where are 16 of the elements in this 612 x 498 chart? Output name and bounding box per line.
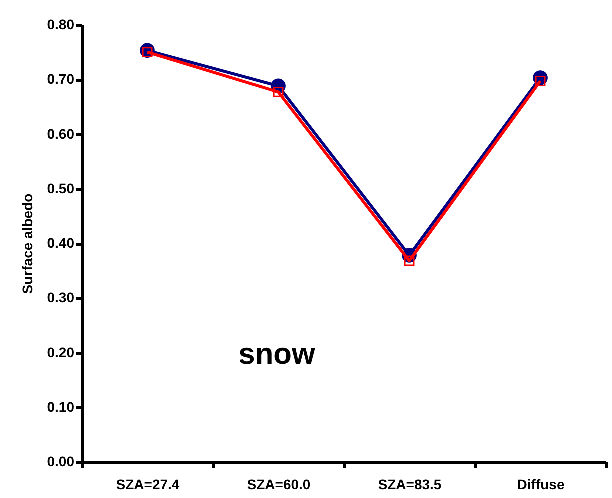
x-tick-label: SZA=60.0	[247, 476, 311, 492]
y-tick-label: 0.30	[47, 290, 75, 306]
y-tick-label: 0.20	[47, 344, 75, 360]
y-axis-title: Surface albedo	[19, 194, 36, 294]
y-tick-label: 0.80	[47, 16, 75, 32]
y-tick-label: 0.60	[47, 126, 75, 142]
y-tick-label: 0.70	[47, 71, 75, 88]
y-tick-label: 0.50	[47, 180, 75, 196]
y-tick-label: 0.00	[47, 454, 75, 470]
y-tick-label: 0.10	[47, 398, 75, 415]
annotation: snow	[238, 338, 316, 371]
y-tick-label: 0.40	[47, 235, 75, 251]
x-tick-label: Diffuse	[517, 476, 565, 492]
x-tick-label: SZA=27.4	[116, 476, 180, 492]
point	[273, 86, 284, 98]
x-tick-label: SZA=83.5	[378, 476, 442, 492]
